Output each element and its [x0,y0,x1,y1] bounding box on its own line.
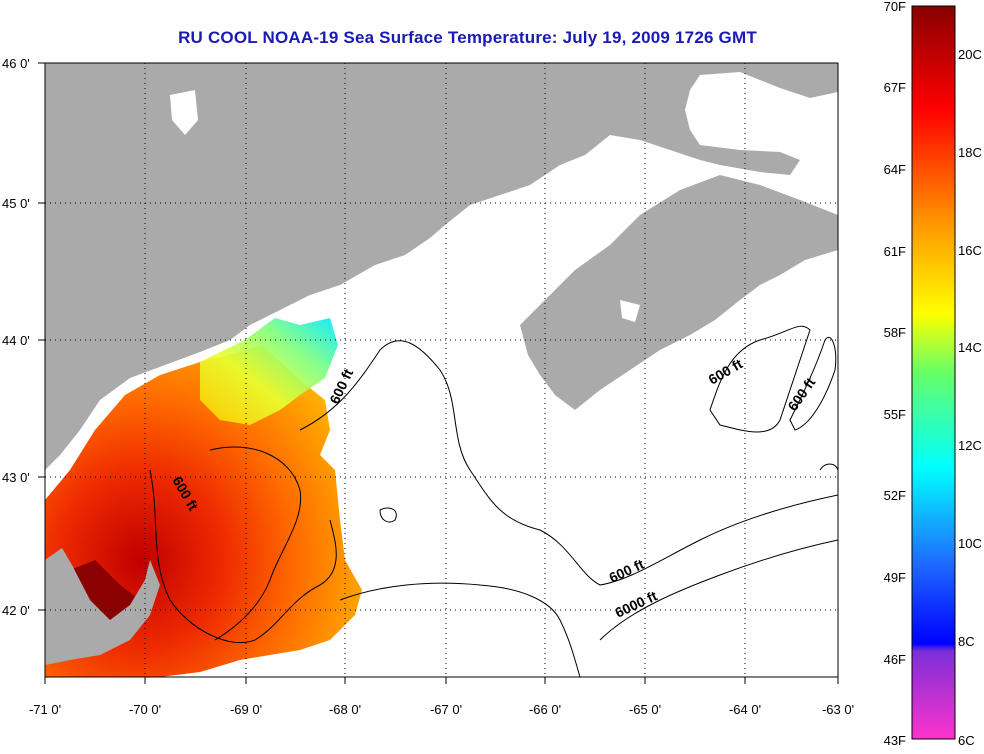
land-cape-cod [45,548,160,665]
cbar-f-label: 58F [884,325,906,340]
colorbar [911,5,956,740]
lon-label-64: -64 0' [729,702,761,717]
lon-label-71: -71 0' [29,702,61,717]
lon-label-69: -69 0' [230,702,262,717]
lat-label-45: 45 0' [2,196,30,211]
cbar-f-label: 46F [884,652,906,667]
lon-label-67: -67 0' [430,702,462,717]
land-new-england [45,63,838,470]
lat-label-43: 43 0' [2,470,30,485]
lon-label-63: -63 0' [822,702,854,717]
cbar-f-label: 67F [884,80,906,95]
lat-label-44: 44 0' [2,333,30,348]
cbar-c-label: 20C [958,47,982,62]
cbar-c-label: 14C [958,340,982,355]
cbar-c-label: 16C [958,243,982,258]
cbar-f-label: 61F [884,244,906,259]
colorbar-f-labels: 70F 67F 64F 61F 58F 55F 52F 49F 46F 43F [884,0,906,748]
lat-label-42: 42 0' [2,603,30,618]
cbar-c-label: 18C [958,145,982,160]
lat-label-46: 46 0' [2,56,30,71]
lon-label-70: -70 0' [129,702,161,717]
cbar-c-label: 6C [958,733,975,748]
graticule [45,63,838,677]
cbar-f-label: 55F [884,407,906,422]
cbar-f-label: 64F [884,162,906,177]
colorbar-c-labels: 20C 18C 16C 14C 12C 10C 8C 6C [958,47,982,748]
cbar-f-label: 43F [884,733,906,748]
land-nova-scotia [520,175,838,410]
cbar-c-label: 10C [958,536,982,551]
lon-label-65: -65 0' [629,702,661,717]
lon-label-66: -66 0' [529,702,561,717]
cbar-f-label: 49F [884,570,906,585]
cbar-f-label: 52F [884,488,906,503]
lon-label-68: -68 0' [329,702,361,717]
cbar-c-label: 8C [958,634,975,649]
map-title: RU COOL NOAA-19 Sea Surface Temperature:… [178,28,757,47]
cbar-f-label: 70F [884,0,906,14]
cbar-c-label: 12C [958,438,982,453]
depth-contours [149,325,838,677]
sst-cool-region [200,318,338,425]
